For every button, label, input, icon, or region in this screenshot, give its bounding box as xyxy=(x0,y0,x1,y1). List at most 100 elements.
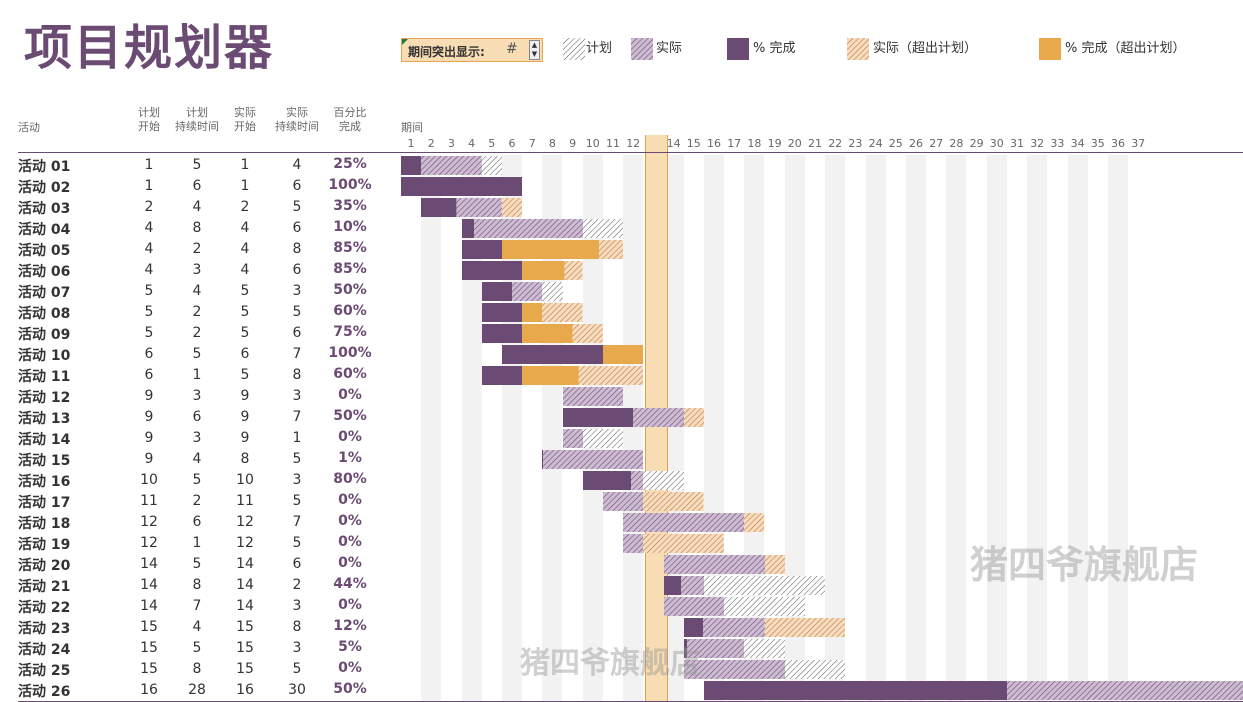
plan-start-cell[interactable]: 4 xyxy=(144,241,154,257)
actual-start-cell[interactable]: 5 xyxy=(240,367,250,383)
actual-duration-cell[interactable]: 8 xyxy=(292,367,302,383)
plan-start-cell[interactable]: 5 xyxy=(144,304,154,320)
actual-start-cell[interactable]: 4 xyxy=(240,262,250,278)
plan-duration-cell[interactable]: 5 xyxy=(192,472,202,488)
actual-duration-cell[interactable]: 3 xyxy=(292,598,302,614)
plan-start-cell[interactable]: 11 xyxy=(140,493,158,509)
activity-name[interactable]: 活动 25 xyxy=(18,663,71,679)
table-row[interactable]: 活动 18 12 6 12 7 0% xyxy=(18,513,1243,534)
plan-start-cell[interactable]: 6 xyxy=(144,367,154,383)
table-row[interactable]: 活动 03 2 4 2 5 35% xyxy=(18,198,1243,219)
actual-duration-cell[interactable]: 5 xyxy=(292,451,302,467)
percent-complete-cell[interactable]: 0% xyxy=(338,555,362,571)
table-row[interactable]: 活动 01 1 5 1 4 25% xyxy=(18,156,1243,177)
actual-start-cell[interactable]: 14 xyxy=(236,556,254,572)
plan-duration-cell[interactable]: 3 xyxy=(192,262,202,278)
activity-name[interactable]: 活动 08 xyxy=(18,306,71,322)
plan-duration-cell[interactable]: 4 xyxy=(192,451,202,467)
table-row[interactable]: 活动 04 4 8 4 6 10% xyxy=(18,219,1243,240)
actual-start-cell[interactable]: 15 xyxy=(236,640,254,656)
actual-start-cell[interactable]: 4 xyxy=(240,241,250,257)
actual-start-cell[interactable]: 5 xyxy=(240,304,250,320)
actual-start-cell[interactable]: 1 xyxy=(240,178,250,194)
percent-complete-cell[interactable]: 10% xyxy=(333,219,367,235)
actual-duration-cell[interactable]: 5 xyxy=(292,199,302,215)
percent-complete-cell[interactable]: 0% xyxy=(338,492,362,508)
activity-name[interactable]: 活动 02 xyxy=(18,180,71,196)
actual-duration-cell[interactable]: 3 xyxy=(292,283,302,299)
actual-duration-cell[interactable]: 6 xyxy=(292,556,302,572)
actual-start-cell[interactable]: 12 xyxy=(236,514,254,530)
plan-duration-cell[interactable]: 2 xyxy=(192,493,202,509)
table-row[interactable]: 活动 09 5 2 5 6 75% xyxy=(18,324,1243,345)
table-row[interactable]: 活动 14 9 3 9 1 0% xyxy=(18,429,1243,450)
period-highlight-value[interactable]: # xyxy=(506,41,518,57)
actual-duration-cell[interactable]: 6 xyxy=(292,262,302,278)
percent-complete-cell[interactable]: 0% xyxy=(338,429,362,445)
period-spinner-button[interactable]: ▲ ▼ xyxy=(529,40,540,60)
percent-complete-cell[interactable]: 5% xyxy=(338,639,362,655)
activity-name[interactable]: 活动 13 xyxy=(18,411,71,427)
activity-name[interactable]: 活动 18 xyxy=(18,516,71,532)
plan-start-cell[interactable]: 12 xyxy=(140,514,158,530)
plan-duration-cell[interactable]: 2 xyxy=(192,304,202,320)
activity-name[interactable]: 活动 15 xyxy=(18,453,71,469)
actual-duration-cell[interactable]: 5 xyxy=(292,493,302,509)
actual-duration-cell[interactable]: 4 xyxy=(292,157,302,173)
plan-start-cell[interactable]: 14 xyxy=(140,577,158,593)
activity-name[interactable]: 活动 05 xyxy=(18,243,71,259)
activity-name[interactable]: 活动 19 xyxy=(18,537,71,553)
actual-start-cell[interactable]: 5 xyxy=(240,283,250,299)
actual-start-cell[interactable]: 8 xyxy=(240,451,250,467)
percent-complete-cell[interactable]: 100% xyxy=(328,345,372,361)
actual-start-cell[interactable]: 5 xyxy=(240,325,250,341)
activity-name[interactable]: 活动 04 xyxy=(18,222,71,238)
plan-duration-cell[interactable]: 5 xyxy=(192,157,202,173)
actual-duration-cell[interactable]: 6 xyxy=(292,220,302,236)
plan-start-cell[interactable]: 14 xyxy=(140,556,158,572)
actual-start-cell[interactable]: 12 xyxy=(236,535,254,551)
plan-duration-cell[interactable]: 4 xyxy=(192,283,202,299)
actual-start-cell[interactable]: 15 xyxy=(236,619,254,635)
actual-start-cell[interactable]: 2 xyxy=(240,199,250,215)
actual-duration-cell[interactable]: 7 xyxy=(292,346,302,362)
plan-duration-cell[interactable]: 8 xyxy=(192,577,202,593)
plan-duration-cell[interactable]: 3 xyxy=(192,388,202,404)
plan-duration-cell[interactable]: 4 xyxy=(192,619,202,635)
actual-duration-cell[interactable]: 1 xyxy=(292,430,302,446)
plan-duration-cell[interactable]: 2 xyxy=(192,241,202,257)
plan-duration-cell[interactable]: 4 xyxy=(192,199,202,215)
plan-start-cell[interactable]: 9 xyxy=(144,388,154,404)
activity-name[interactable]: 活动 01 xyxy=(18,159,71,175)
plan-duration-cell[interactable]: 5 xyxy=(192,556,202,572)
table-row[interactable]: 活动 07 5 4 5 3 50% xyxy=(18,282,1243,303)
table-row[interactable]: 活动 26 16 28 16 30 50% xyxy=(18,681,1243,702)
activity-name[interactable]: 活动 14 xyxy=(18,432,71,448)
percent-complete-cell[interactable]: 50% xyxy=(333,681,367,697)
table-row[interactable]: 活动 13 9 6 9 7 50% xyxy=(18,408,1243,429)
activity-name[interactable]: 活动 22 xyxy=(18,600,71,616)
table-row[interactable]: 活动 08 5 2 5 5 60% xyxy=(18,303,1243,324)
plan-start-cell[interactable]: 5 xyxy=(144,325,154,341)
plan-duration-cell[interactable]: 1 xyxy=(192,535,202,551)
percent-complete-cell[interactable]: 12% xyxy=(333,618,367,634)
table-row[interactable]: 活动 12 9 3 9 3 0% xyxy=(18,387,1243,408)
plan-start-cell[interactable]: 1 xyxy=(144,157,154,173)
actual-duration-cell[interactable]: 6 xyxy=(292,178,302,194)
activity-name[interactable]: 活动 23 xyxy=(18,621,71,637)
table-row[interactable]: 活动 02 1 6 1 6 100% xyxy=(18,177,1243,198)
percent-complete-cell[interactable]: 50% xyxy=(333,408,367,424)
plan-start-cell[interactable]: 12 xyxy=(140,535,158,551)
activity-name[interactable]: 活动 16 xyxy=(18,474,71,490)
actual-duration-cell[interactable]: 2 xyxy=(292,577,302,593)
actual-duration-cell[interactable]: 3 xyxy=(292,472,302,488)
percent-complete-cell[interactable]: 0% xyxy=(338,387,362,403)
actual-duration-cell[interactable]: 5 xyxy=(292,304,302,320)
plan-duration-cell[interactable]: 6 xyxy=(192,514,202,530)
activity-name[interactable]: 活动 17 xyxy=(18,495,71,511)
activity-name[interactable]: 活动 20 xyxy=(18,558,71,574)
actual-duration-cell[interactable]: 3 xyxy=(292,388,302,404)
percent-complete-cell[interactable]: 60% xyxy=(333,303,367,319)
table-row[interactable]: 活动 22 14 7 14 3 0% xyxy=(18,597,1243,618)
percent-complete-cell[interactable]: 44% xyxy=(333,576,367,592)
